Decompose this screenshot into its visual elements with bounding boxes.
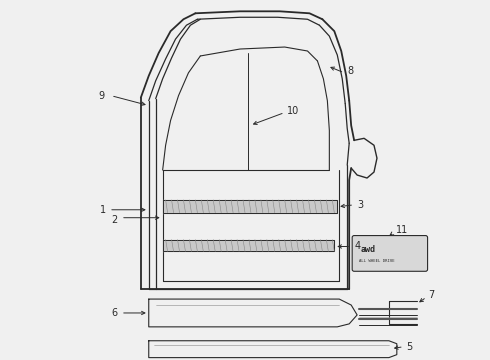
Text: 1: 1 — [100, 205, 106, 215]
Text: 7: 7 — [429, 290, 435, 300]
Polygon shape — [149, 299, 357, 327]
Text: 8: 8 — [347, 66, 353, 76]
Polygon shape — [149, 341, 397, 357]
Text: 2: 2 — [112, 215, 118, 225]
Text: 11: 11 — [396, 225, 408, 235]
Text: 4: 4 — [354, 242, 360, 252]
Text: 3: 3 — [357, 200, 363, 210]
Text: 5: 5 — [406, 342, 412, 352]
Text: ALL WHEEL DRIVE: ALL WHEEL DRIVE — [359, 259, 395, 264]
Text: 9: 9 — [98, 91, 104, 101]
Text: 6: 6 — [112, 308, 118, 318]
FancyBboxPatch shape — [352, 235, 428, 271]
Text: awd: awd — [361, 245, 376, 254]
Text: 10: 10 — [287, 105, 299, 116]
Polygon shape — [163, 239, 334, 251]
Polygon shape — [163, 200, 337, 213]
